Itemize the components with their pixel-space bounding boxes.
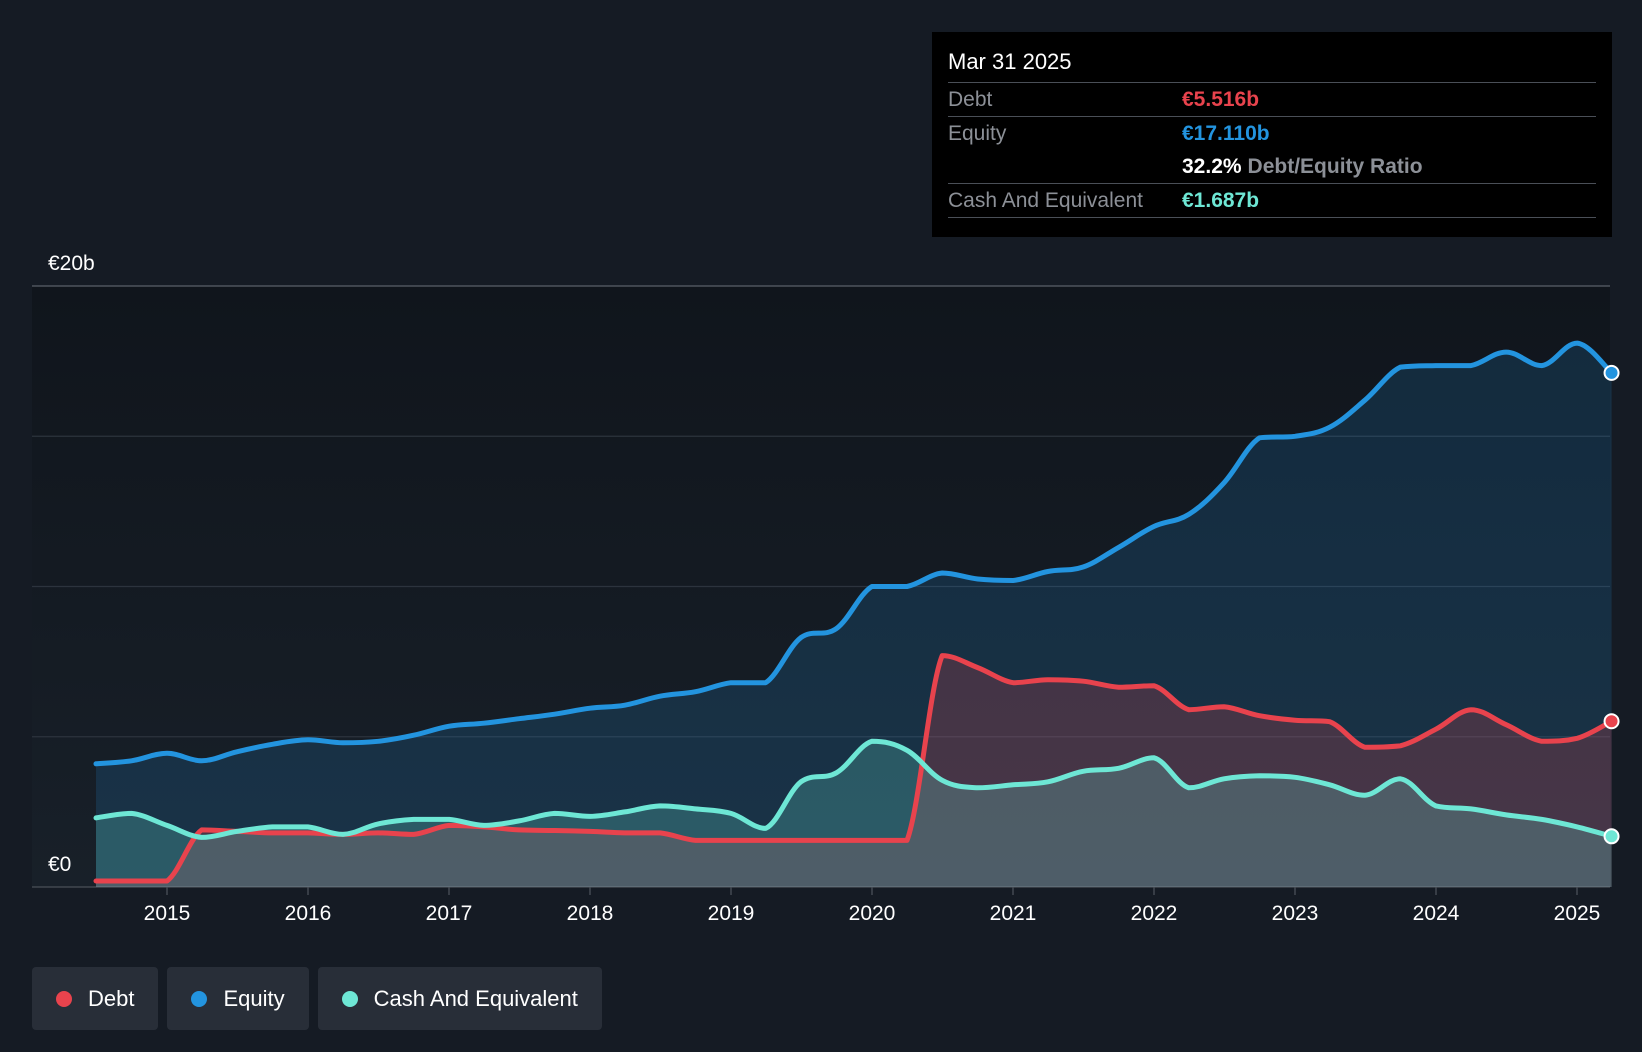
tooltip-cash-label: Cash And Equivalent bbox=[948, 188, 1143, 212]
legend-dot-debt-icon bbox=[56, 990, 72, 1007]
x-tick-label: 2019 bbox=[708, 902, 755, 925]
tooltip-panel: Mar 31 2025 Debt €5.516b Equity €17.110b… bbox=[932, 32, 1612, 237]
x-tick-label: 2024 bbox=[1413, 902, 1460, 925]
end-marker-equity bbox=[1603, 364, 1620, 381]
y-tick-label-bottom: €0 bbox=[48, 853, 71, 876]
legend-label-equity: Equity bbox=[223, 985, 285, 1011]
legend-dot-cash-icon bbox=[341, 990, 358, 1007]
x-tick-label: 2018 bbox=[567, 902, 614, 925]
grid-lines bbox=[32, 285, 1610, 888]
legend-item-debt[interactable]: Debt bbox=[32, 967, 159, 1030]
tooltip-ratio-value: 32.2% bbox=[1182, 154, 1242, 178]
series-layer bbox=[93, 340, 1620, 888]
tooltip-cash-value: €1.687b bbox=[1182, 188, 1260, 212]
tooltip-debt-value: €5.516b bbox=[1182, 87, 1260, 111]
tooltip-date: Mar 31 2025 bbox=[948, 49, 1072, 74]
tooltip-row-equity: Equity €17.110b bbox=[948, 116, 1596, 150]
legend-label-debt: Debt bbox=[88, 985, 135, 1011]
x-tick-label: 2015 bbox=[144, 902, 191, 925]
line-cash-and-equivalent bbox=[93, 738, 1615, 840]
debt-equity-chart: 2015 2016 2017 2018 2019 2020 2021 2022 2023 2024… bbox=[32, 252, 1620, 925]
x-tick-label: 2022 bbox=[1131, 902, 1178, 925]
chart-legend: Debt Equity Cash And Equivalent bbox=[32, 967, 602, 1030]
legend-item-equity[interactable]: Equity bbox=[167, 967, 309, 1030]
tooltip-ratio-label: Debt/Equity Ratio bbox=[1247, 154, 1423, 178]
legend-label-cash: Cash And Equivalent bbox=[373, 985, 578, 1011]
x-tick-label: 2023 bbox=[1272, 902, 1319, 925]
tooltip-row-debt: Debt €5.516b bbox=[948, 82, 1596, 116]
x-tick-label: 2021 bbox=[990, 902, 1037, 925]
tooltip-equity-label: Equity bbox=[948, 121, 1007, 145]
x-tick-label: 2016 bbox=[285, 902, 332, 925]
x-tick-label: 2017 bbox=[426, 902, 473, 925]
tooltip-row-cash: Cash And Equivalent €1.687b bbox=[948, 183, 1596, 218]
area-equity bbox=[96, 343, 1612, 888]
legend-item-cash[interactable]: Cash And Equivalent bbox=[317, 967, 602, 1030]
end-marker-debt bbox=[1603, 713, 1620, 730]
x-axis: 2015 2016 2017 2018 2019 2020 2021 2022 2023 2024… bbox=[144, 887, 1601, 925]
tooltip-debt-label: Debt bbox=[948, 87, 993, 111]
legend-dot-equity-icon bbox=[191, 990, 208, 1007]
area-debt bbox=[96, 655, 1612, 887]
line-equity bbox=[93, 340, 1615, 767]
x-tick-label: 2025 bbox=[1554, 902, 1601, 925]
end-marker-cash-and-equivalent bbox=[1603, 828, 1620, 845]
y-tick-label-top: €20b bbox=[48, 252, 95, 275]
x-tick-label: 2020 bbox=[849, 902, 896, 925]
tooltip-row-ratio: 32.2% Debt/Equity Ratio bbox=[948, 150, 1596, 183]
tooltip-equity-value: €17.110b bbox=[1182, 121, 1270, 145]
